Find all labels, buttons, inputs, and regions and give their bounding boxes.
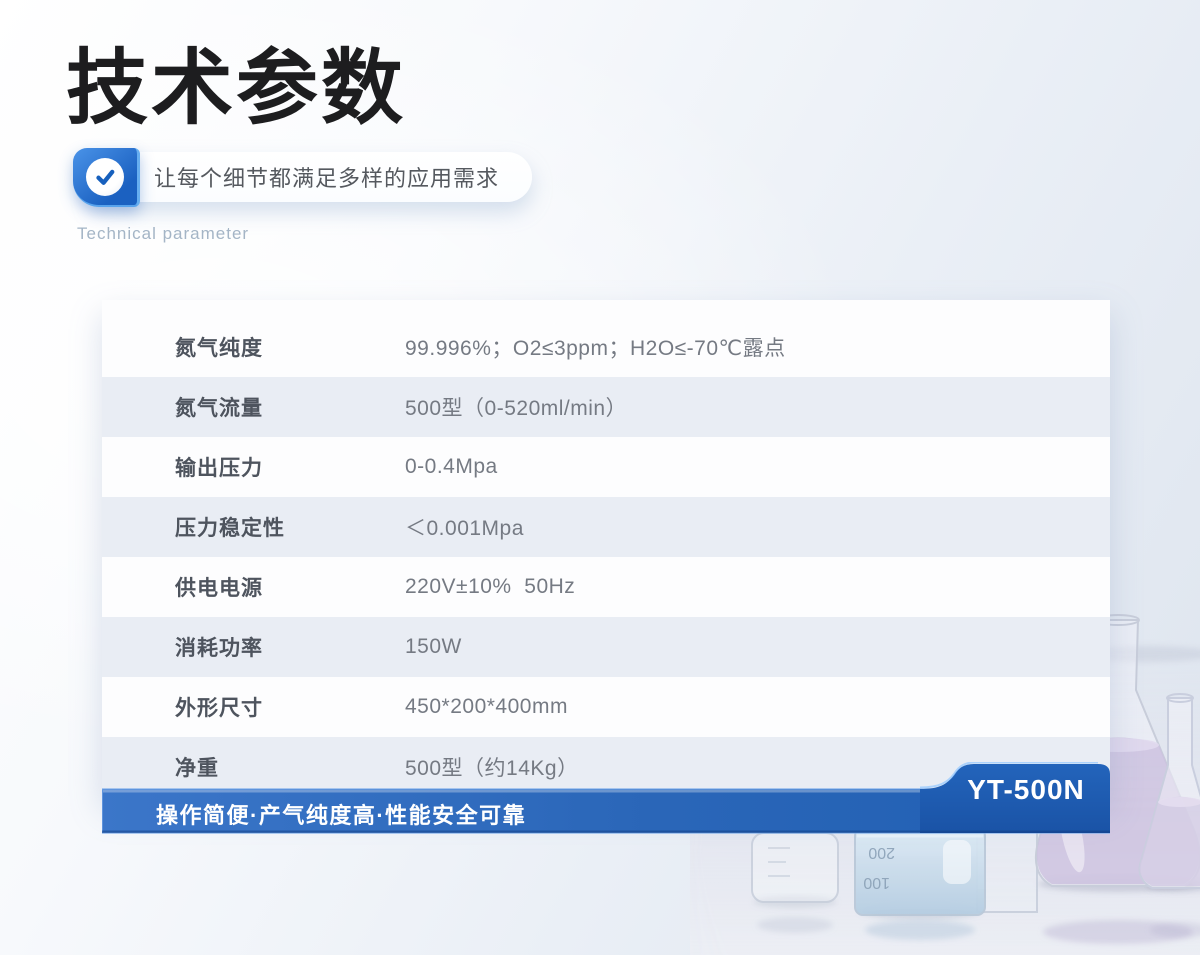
spec-label: 消耗功率 — [175, 637, 263, 660]
small-flask — [1138, 693, 1200, 889]
table-row: 外形尺寸 450*200*400mm — [102, 677, 1110, 737]
reflection — [1150, 922, 1200, 938]
empty-beaker — [751, 832, 839, 903]
footer-ribbon: 操作简便·产气纯度高·性能安全可靠 YT-500N — [102, 762, 1110, 835]
spec-value: 99.996%；O2≤3ppm；H2O≤-70℃露点 — [405, 337, 786, 360]
spec-label: 输出压力 — [175, 457, 263, 480]
spec-value: 500型（0-520ml/min） — [405, 397, 628, 420]
table-row: 消耗功率 150W — [102, 617, 1110, 677]
table-row: 供电电源 220V±10% 50Hz — [102, 557, 1110, 617]
spec-label: 净重 — [175, 757, 219, 780]
table-row: 氮气流量 500型（0-520ml/min） — [102, 377, 1110, 437]
water-beaker: 200 100 — [854, 827, 986, 916]
spec-label: 供电电源 — [175, 577, 263, 600]
spec-value: ＜0.001Mpa — [405, 517, 524, 540]
reflection — [865, 920, 975, 940]
tagline-pill: 让每个细节都满足多样的应用需求 — [92, 152, 532, 202]
page-title: 技术参数 — [66, 43, 407, 134]
table-row: 氮气纯度 99.996%；O2≤3ppm；H2O≤-70℃露点 — [102, 317, 1110, 377]
check-icon — [86, 157, 124, 196]
spec-label: 压力稳定性 — [175, 517, 285, 540]
spec-label: 氮气纯度 — [175, 337, 263, 360]
beaker-mark: 100 — [863, 874, 890, 891]
subtitle-en: Technical parameter — [77, 224, 250, 243]
tagline-text: 让每个细节都满足多样的应用需求 — [154, 166, 500, 191]
spec-table: 氮气纯度 99.996%；O2≤3ppm；H2O≤-70℃露点 氮气流量 500… — [102, 300, 1110, 797]
spec-value: 220V±10% 50Hz — [405, 575, 576, 598]
bar-shade — [102, 830, 1110, 833]
reflection — [757, 917, 833, 933]
model-badge: YT-500N — [967, 774, 1085, 805]
spec-label: 外形尺寸 — [175, 697, 263, 720]
model-tab — [920, 764, 1110, 833]
table-row: 输出压力 0-0.4Mpa — [102, 437, 1110, 497]
beaker-mark: 200 — [868, 844, 895, 861]
bar-highlight — [103, 790, 921, 793]
spec-label: 氮气流量 — [175, 397, 263, 420]
spec-value: 0-0.4Mpa — [405, 455, 498, 478]
spec-value: 450*200*400mm — [405, 695, 568, 718]
ribbon-graphic — [102, 762, 1110, 834]
table-row: 压力稳定性 ＜0.001Mpa — [102, 497, 1110, 557]
check-badge — [73, 148, 140, 207]
spec-value: 150W — [405, 635, 462, 658]
tab-highlight — [919, 762, 1098, 789]
spec-value: 500型（约14Kg） — [405, 757, 579, 780]
footer-slogan: 操作简便·产气纯度高·性能安全可靠 — [156, 803, 527, 828]
